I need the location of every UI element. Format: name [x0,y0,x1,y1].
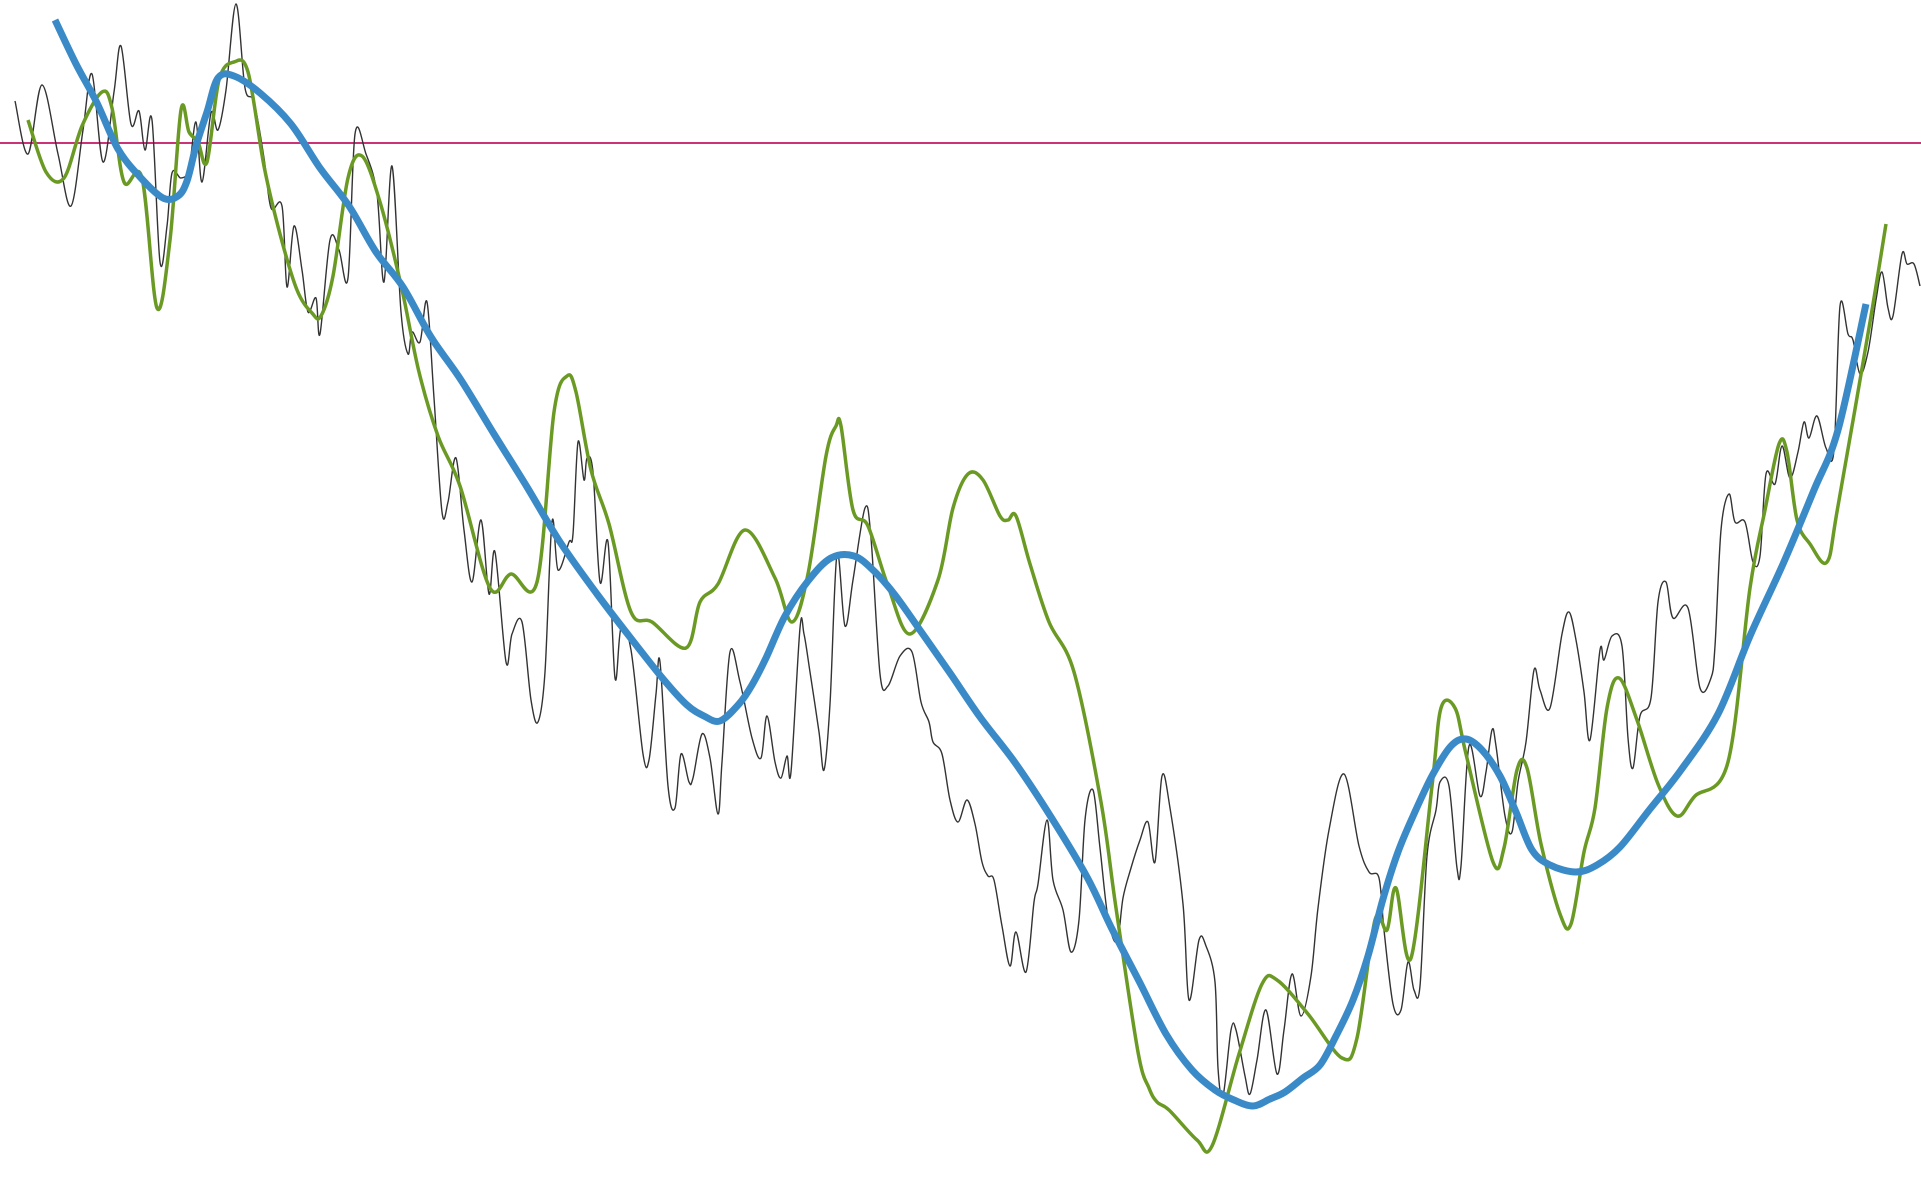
series-line-medium [26,58,1888,1154]
series-layer [14,3,1921,1154]
series-line-trend [51,18,1870,1110]
series-line-detail [14,3,1921,1099]
